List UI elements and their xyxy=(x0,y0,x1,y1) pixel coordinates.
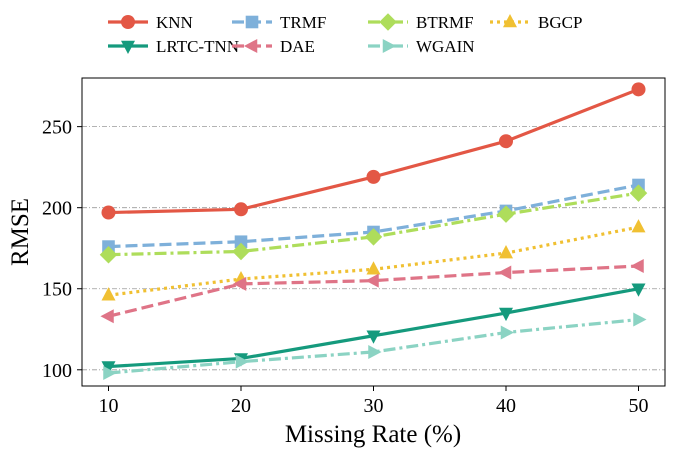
series-layer xyxy=(99,82,648,381)
data-point xyxy=(99,245,118,264)
legend-label: BTRMF xyxy=(416,13,474,32)
series-line xyxy=(108,87,640,215)
data-point xyxy=(499,245,513,259)
y-axis-label: RMSE xyxy=(7,198,34,266)
series-dae xyxy=(100,259,644,324)
data-point xyxy=(101,205,116,220)
data-point xyxy=(101,361,116,375)
data-point xyxy=(234,202,248,217)
x-tick-label: 20 xyxy=(231,395,251,417)
legend-label: WGAIN xyxy=(416,37,475,56)
data-point xyxy=(629,184,648,202)
legend-marker xyxy=(503,13,517,28)
x-tick-label: 10 xyxy=(99,395,119,417)
data-point xyxy=(631,283,646,297)
data-point xyxy=(497,205,515,223)
series-line xyxy=(108,264,639,318)
legend-marker xyxy=(121,15,135,29)
data-point xyxy=(366,169,381,184)
legend-marker xyxy=(243,39,258,53)
data-point xyxy=(631,82,646,97)
legend-item-wgain: WGAIN xyxy=(368,37,475,56)
data-point xyxy=(232,276,247,291)
data-point xyxy=(365,273,379,288)
legend-marker xyxy=(382,39,397,53)
x-axis-ticks: 10 20 30 40 50 xyxy=(99,386,649,417)
x-tick-label: 30 xyxy=(364,395,384,417)
series-btrmf xyxy=(99,184,648,264)
data-point xyxy=(631,219,646,233)
data-point xyxy=(499,134,513,149)
legend-item-knn: KNN xyxy=(108,13,193,32)
legend-label: LRTC-TNN xyxy=(156,37,239,56)
data-point xyxy=(364,228,383,246)
legend-item-lrtc-tnn: LRTC-TNN xyxy=(108,37,239,56)
legend-label: DAE xyxy=(280,37,315,56)
data-point xyxy=(235,354,250,369)
data-point xyxy=(101,287,116,301)
data-point xyxy=(630,259,644,274)
legend-marker xyxy=(379,13,397,31)
data-point xyxy=(497,265,512,280)
x-tick-label: 40 xyxy=(496,395,516,417)
data-point xyxy=(232,242,250,261)
legend-label: KNN xyxy=(156,13,193,32)
y-tick-label: 200 xyxy=(42,198,72,220)
series-line xyxy=(108,191,639,257)
grid-lines xyxy=(82,126,665,371)
y-axis-ticks: 100 150 200 250 xyxy=(42,117,82,382)
legend-label: BGCP xyxy=(538,13,582,32)
legend: KNN TRMF BTRMF BGCP LRTC-TNN DAE WGAIN xyxy=(108,13,582,56)
legend-marker xyxy=(121,40,135,55)
y-tick-label: 150 xyxy=(42,279,72,301)
legend-label: TRMF xyxy=(280,13,326,32)
legend-item-trmf: TRMF xyxy=(232,13,326,32)
legend-item-bgcp: BGCP xyxy=(490,13,582,32)
series-wgain xyxy=(103,312,647,381)
series-knn xyxy=(101,82,646,220)
data-point xyxy=(500,325,515,340)
legend-item-btrmf: BTRMF xyxy=(368,13,474,32)
x-tick-label: 50 xyxy=(629,395,649,417)
data-point xyxy=(633,312,647,327)
y-tick-label: 250 xyxy=(42,117,72,139)
data-point xyxy=(103,366,117,381)
series-line xyxy=(108,317,639,375)
data-point xyxy=(368,344,382,359)
legend-item-dae: DAE xyxy=(232,37,315,56)
y-tick-label: 100 xyxy=(42,360,72,382)
data-point xyxy=(366,261,381,275)
data-point xyxy=(100,309,114,324)
data-point xyxy=(366,330,381,344)
x-axis-label: Missing Rate (%) xyxy=(285,421,461,448)
legend-marker xyxy=(245,15,259,29)
data-point xyxy=(234,235,248,249)
data-point xyxy=(499,307,513,322)
